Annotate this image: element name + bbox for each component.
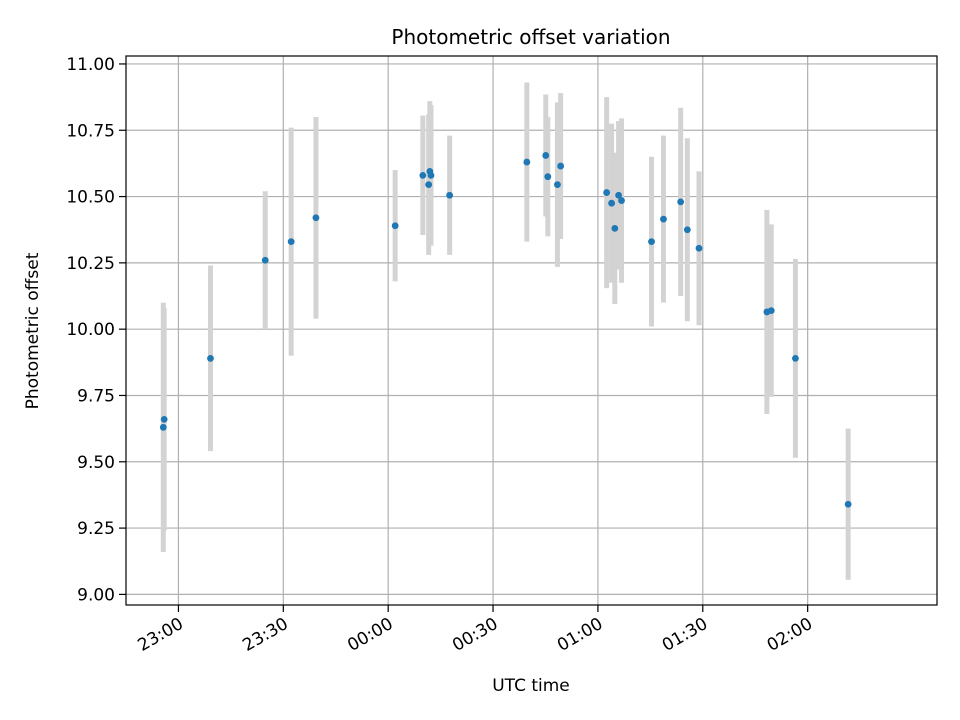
data-point (660, 215, 667, 223)
x-axis-label: UTC time (492, 676, 570, 696)
data-point (603, 189, 611, 196)
data-point (695, 244, 703, 252)
y-tick-label: 10.25 (66, 254, 115, 274)
data-point (544, 173, 552, 181)
data-point (618, 197, 625, 204)
data-point (542, 152, 550, 159)
data-points (159, 152, 852, 508)
y-tick-label: 11.00 (66, 55, 115, 75)
data-point (767, 307, 775, 315)
y-axis-label: Photometric offset (23, 252, 43, 409)
grid-lines (126, 56, 937, 605)
data-point (261, 256, 269, 264)
y-tick-label: 10.50 (66, 188, 115, 208)
y-tick-label: 9.50 (77, 453, 115, 473)
data-point (312, 214, 320, 222)
data-point (557, 162, 565, 170)
y-tick-label: 9.25 (77, 519, 115, 539)
data-point (159, 423, 167, 431)
data-point (446, 191, 454, 199)
data-point (611, 224, 619, 232)
data-point (160, 415, 168, 423)
data-point (554, 181, 561, 189)
data-point (391, 222, 399, 230)
plot-frame (125, 55, 938, 606)
data-point (287, 238, 295, 246)
y-tick-label: 10.75 (66, 121, 115, 141)
data-point (844, 500, 852, 508)
data-point (677, 198, 685, 206)
chart-title: Photometric offset variation (391, 25, 670, 49)
data-point (523, 158, 531, 166)
data-point (648, 238, 655, 246)
data-point (608, 199, 616, 207)
y-tick-label: 9.75 (77, 386, 115, 406)
y-tick-label: 10.00 (66, 320, 115, 340)
data-point (427, 171, 435, 179)
data-point (419, 171, 427, 179)
y-tick-label: 9.00 (77, 585, 115, 605)
data-point (792, 354, 799, 362)
data-point (615, 191, 623, 199)
axis-ticks: 23:00 23:30 00:00 00:30 01:00 01:30 02:009.009… (66, 55, 816, 656)
data-point (425, 181, 433, 189)
data-point (683, 226, 691, 234)
data-point (207, 354, 214, 362)
